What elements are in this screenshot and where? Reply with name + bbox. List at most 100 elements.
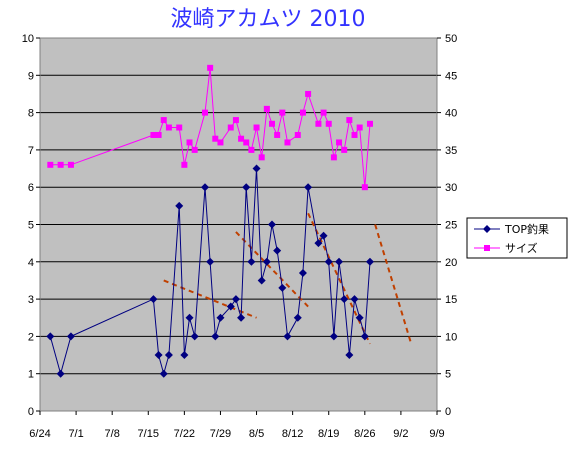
- data-point: [366, 120, 373, 127]
- data-point: [258, 154, 265, 161]
- data-point: [237, 313, 246, 322]
- y-right-tick-label: 10: [445, 331, 457, 343]
- series-size: [47, 64, 373, 191]
- x-tick-label: 8/26: [354, 428, 375, 440]
- data-point: [248, 146, 255, 153]
- y-right-tick-label: 30: [445, 182, 457, 194]
- data-point: [238, 135, 245, 142]
- data-point: [226, 302, 235, 311]
- data-point: [185, 313, 194, 322]
- data-point: [284, 139, 291, 146]
- y-left-tick-label: 5: [28, 220, 34, 232]
- data-point: [206, 257, 215, 266]
- data-point: [365, 257, 374, 266]
- data-point: [273, 246, 282, 255]
- data-point: [164, 351, 173, 360]
- y-left-tick-label: 7: [28, 145, 34, 157]
- y-left-tick-label: 10: [22, 33, 34, 45]
- y-left-tick-label: 3: [28, 294, 34, 306]
- legend-box: [466, 217, 568, 259]
- data-point: [46, 332, 55, 341]
- data-point: [243, 139, 250, 146]
- data-point: [150, 131, 157, 138]
- data-point: [350, 295, 359, 304]
- y-right-tick-label: 20: [445, 257, 457, 269]
- data-point: [269, 120, 276, 127]
- x-tick-label: 7/22: [174, 428, 195, 440]
- x-tick-label: 9/2: [393, 428, 408, 440]
- data-point: [212, 135, 219, 142]
- trendline: [307, 212, 371, 345]
- data-point: [274, 131, 281, 138]
- legend-entry-size: サイズ: [474, 241, 538, 255]
- data-point: [211, 332, 220, 341]
- y-right-tick-label: 45: [445, 70, 457, 82]
- x-tick-label: 9/9: [429, 428, 444, 440]
- x-tick-label: 7/8: [105, 428, 120, 440]
- data-point: [346, 117, 353, 124]
- data-point: [345, 351, 354, 360]
- data-point: [278, 283, 287, 292]
- y-left-tick-label: 6: [28, 182, 34, 194]
- data-point: [207, 64, 214, 71]
- data-point: [191, 146, 198, 153]
- legend: TOP釣果 サイズ: [466, 217, 568, 259]
- data-point: [330, 154, 337, 161]
- data-point: [360, 332, 369, 341]
- y-left-tick-label: 2: [28, 331, 34, 343]
- data-point: [335, 257, 344, 266]
- data-point: [257, 276, 266, 285]
- data-point: [283, 332, 292, 341]
- data-point: [298, 268, 307, 277]
- data-point: [154, 351, 163, 360]
- data-point: [262, 257, 271, 266]
- data-point: [57, 161, 64, 168]
- series-top: [46, 164, 374, 378]
- data-point: [200, 183, 209, 192]
- x-tick-label: 8/12: [282, 428, 303, 440]
- y-right-tick-label: 25: [445, 220, 457, 232]
- y-right-tick-label: 15: [445, 294, 457, 306]
- data-point: [329, 332, 338, 341]
- x-tick-label: 8/19: [318, 428, 339, 440]
- data-point: [263, 105, 270, 112]
- y-left-tick-label: 8: [28, 108, 34, 120]
- data-point: [216, 313, 225, 322]
- data-point: [66, 332, 75, 341]
- data-point: [242, 183, 251, 192]
- y-left-tick-label: 4: [28, 257, 34, 269]
- y-right-tick-label: 5: [445, 369, 451, 381]
- data-point: [159, 369, 168, 378]
- data-point: [341, 146, 348, 153]
- data-point: [227, 124, 234, 131]
- data-point: [361, 184, 368, 191]
- legend-label-top: TOP釣果: [504, 222, 549, 236]
- series: [46, 64, 374, 378]
- y-left-tick-label: 1: [28, 369, 34, 381]
- y-right-tick-label: 35: [445, 145, 457, 157]
- data-point: [304, 183, 313, 192]
- data-point: [149, 295, 158, 304]
- x-tick-label: 7/15: [138, 428, 159, 440]
- data-point: [190, 332, 199, 341]
- data-point: [268, 220, 277, 229]
- data-point: [314, 239, 323, 248]
- x-tick-label: 7/29: [210, 428, 231, 440]
- x-tick-label: 8/5: [249, 428, 264, 440]
- data-point: [319, 231, 328, 240]
- data-point: [176, 124, 183, 131]
- trendline: [374, 224, 413, 345]
- legend-label-size: サイズ: [505, 241, 538, 255]
- data-point: [279, 109, 286, 116]
- data-point: [56, 369, 65, 378]
- chart-title: 波崎アカムツ 2010: [171, 7, 366, 32]
- data-point: [232, 117, 239, 124]
- data-point: [231, 295, 240, 304]
- data-point: [340, 295, 349, 304]
- legend-square-marker: [484, 245, 490, 251]
- y-left-tick-label: 9: [28, 70, 34, 82]
- data-point: [217, 139, 224, 146]
- x-tick-label: 7/1: [68, 428, 83, 440]
